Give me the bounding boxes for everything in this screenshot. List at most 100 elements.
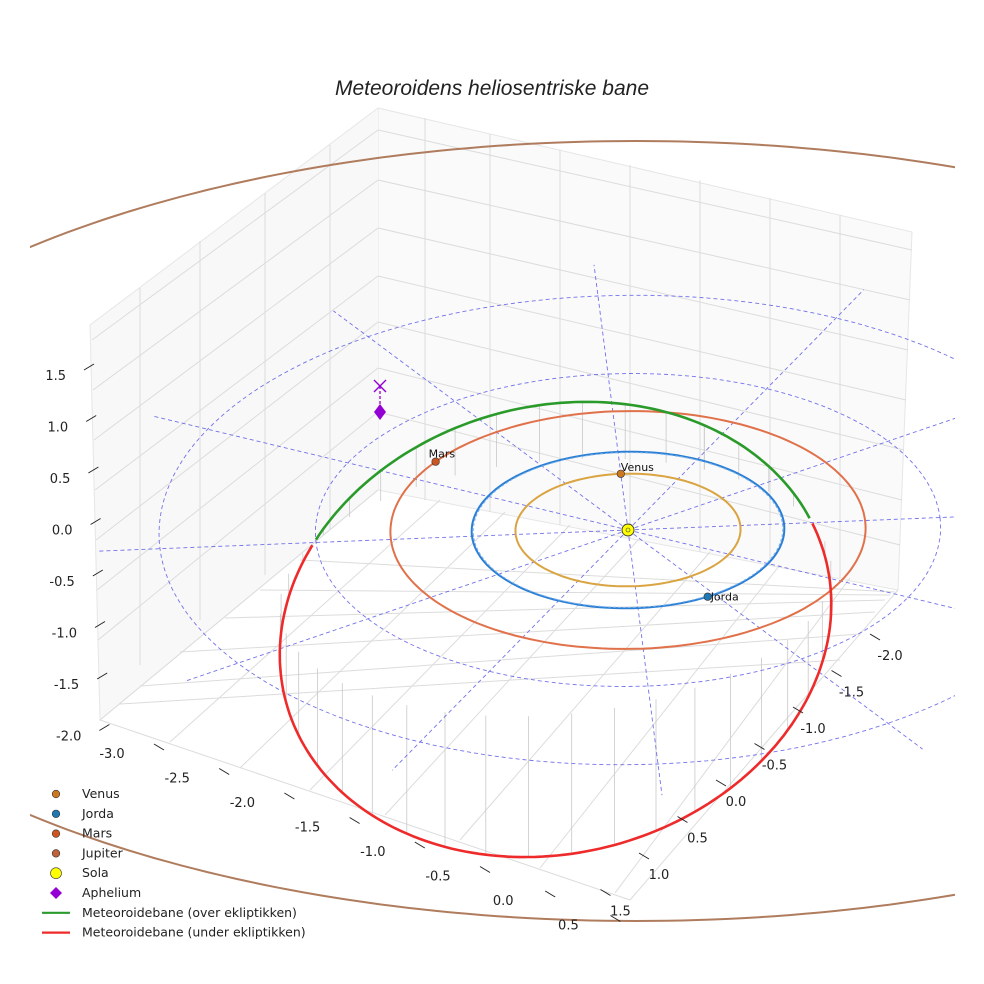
z-tick-label: 1.5: [45, 369, 66, 384]
reference-spoke: [627, 529, 663, 796]
y-axis-ticks: -2.0 -1.5 -1.0 -0.5 0.0 0.5 1.0 1.5: [600, 633, 903, 920]
reference-spoke: [185, 529, 629, 682]
legend-label: Aphelium: [82, 885, 141, 900]
legend-label: Jorda: [81, 806, 114, 821]
x-axis-ticks: -3.0 -2.5 -2.0 -1.5 -1.0 -0.5 0.0 0.5: [99, 743, 621, 934]
x-tick-label: -1.0: [360, 845, 385, 860]
back-pane-grid: [89, 107, 913, 901]
z-tick-label: -1.5: [54, 678, 79, 693]
x-tick-mark: [479, 866, 491, 873]
legend-label: Jupiter: [81, 845, 124, 860]
y-tick-label: -1.5: [839, 686, 864, 701]
legend-marker: [51, 809, 61, 818]
z-tick-mark: [94, 621, 106, 628]
label-mars: Mars: [429, 448, 456, 461]
meteoroid-orbit-over: [314, 400, 811, 541]
meteoroid-orbit-under: [278, 522, 833, 859]
z-axis-ticks: 1.5 1.0 0.5 0.0 -0.5 -1.0 -1.5 -2.0: [45, 363, 110, 745]
legend-marker: [50, 887, 62, 899]
y-tick-mark: [638, 852, 650, 860]
z-tick-label: -0.5: [49, 575, 74, 590]
y-tick-label: 1.5: [610, 905, 631, 920]
meteoroid-orbit: [278, 400, 833, 859]
x-tick-mark: [284, 792, 295, 800]
legend-label: Meteoroidebane (under ekliptikken): [82, 925, 306, 940]
orbit-jorda: [470, 450, 786, 610]
label-jorda: Jorda: [710, 591, 739, 604]
x-tick-mark: [349, 817, 360, 824]
reference-spoke: [333, 310, 629, 531]
x-tick-mark: [218, 768, 230, 775]
reference-spoke: [151, 415, 629, 531]
reference-circle-3: [158, 294, 955, 766]
marker-sola: [621, 523, 635, 537]
orbit-mars: [389, 410, 867, 650]
legend-label: Sola: [82, 865, 109, 880]
x-tick-label: -2.0: [230, 796, 255, 811]
reference-spoke: [627, 529, 923, 750]
y-tick-mark: [715, 779, 727, 787]
y-tick-label: -1.0: [800, 722, 825, 737]
z-tick-mark: [85, 415, 97, 422]
z-tick-label: 1.0: [48, 421, 69, 436]
legend-label: Mars: [82, 826, 112, 841]
y-tick-label: -2.0: [877, 649, 902, 664]
x-tick-label: -3.0: [99, 747, 124, 762]
label-venus: Venus: [621, 461, 654, 474]
marker-jorda: [703, 592, 712, 601]
y-tick-label: 0.5: [687, 832, 708, 847]
chart-title: Meteoroidens heliosentriske bane: [335, 77, 649, 100]
z-tick-label: -2.0: [56, 730, 81, 745]
reference-circle-2: [314, 373, 942, 687]
y-tick-label: -0.5: [762, 759, 787, 774]
marker-venus: [616, 469, 625, 478]
z-tick-label: -1.0: [52, 627, 77, 642]
y-tick-mark: [831, 670, 842, 677]
z-tick-mark: [92, 569, 104, 577]
orbit-jorda-trace: [472, 451, 784, 609]
x-tick-label: 0.5: [558, 919, 579, 934]
y-tick-mark: [869, 633, 881, 641]
aphelion-projection-cross: [373, 379, 387, 393]
x-tick-mark: [610, 915, 621, 922]
legend-marker: [51, 829, 61, 838]
y-tick-label: 0.0: [726, 795, 747, 810]
y-tick-label: 1.0: [649, 868, 670, 883]
z-tick-mark: [99, 724, 110, 731]
marker-mars: [431, 457, 440, 466]
planet-markers: Venus Jorda Mars: [373, 379, 739, 604]
z-tick-mark: [88, 466, 99, 474]
legend-marker: [50, 867, 62, 880]
y-tick-mark: [677, 816, 688, 823]
z-tick-label: 0.0: [52, 524, 73, 539]
marker-aphelium: [374, 404, 386, 420]
x-tick-label: 0.0: [493, 894, 514, 909]
legend-marker: [51, 789, 61, 799]
z-tick-mark: [83, 363, 95, 371]
x-tick-label: -1.5: [295, 821, 320, 836]
reference-spoke: [627, 289, 865, 531]
x-tick-label: -0.5: [425, 870, 450, 885]
reference-spoke: [391, 529, 629, 771]
x-tick-mark: [544, 890, 556, 898]
planet-orbits: [30, 139, 955, 923]
x-tick-mark: [414, 841, 426, 849]
orbit-venus: [514, 472, 742, 588]
legend-label: Venus: [82, 786, 120, 801]
y-tick-mark: [792, 706, 804, 714]
reference-spoke: [97, 529, 629, 552]
reference-spoke: [627, 417, 955, 531]
z-tick-label: 0.5: [50, 472, 71, 487]
x-tick-mark: [153, 743, 165, 751]
reference-spoke: [593, 264, 629, 531]
z-tick-mark: [96, 672, 108, 680]
legend: Venus Jorda Mars Jupiter Sola Aphelium Meteoro…: [42, 786, 306, 940]
y-tick-mark: [754, 743, 765, 750]
orbit-clip-group: [30, 139, 955, 923]
z-tick-mark: [90, 518, 101, 525]
x-tick-label: -2.5: [165, 772, 190, 787]
y-tick-mark: [600, 889, 611, 896]
marker-sola-core: [625, 527, 631, 533]
legend-marker: [51, 849, 61, 858]
